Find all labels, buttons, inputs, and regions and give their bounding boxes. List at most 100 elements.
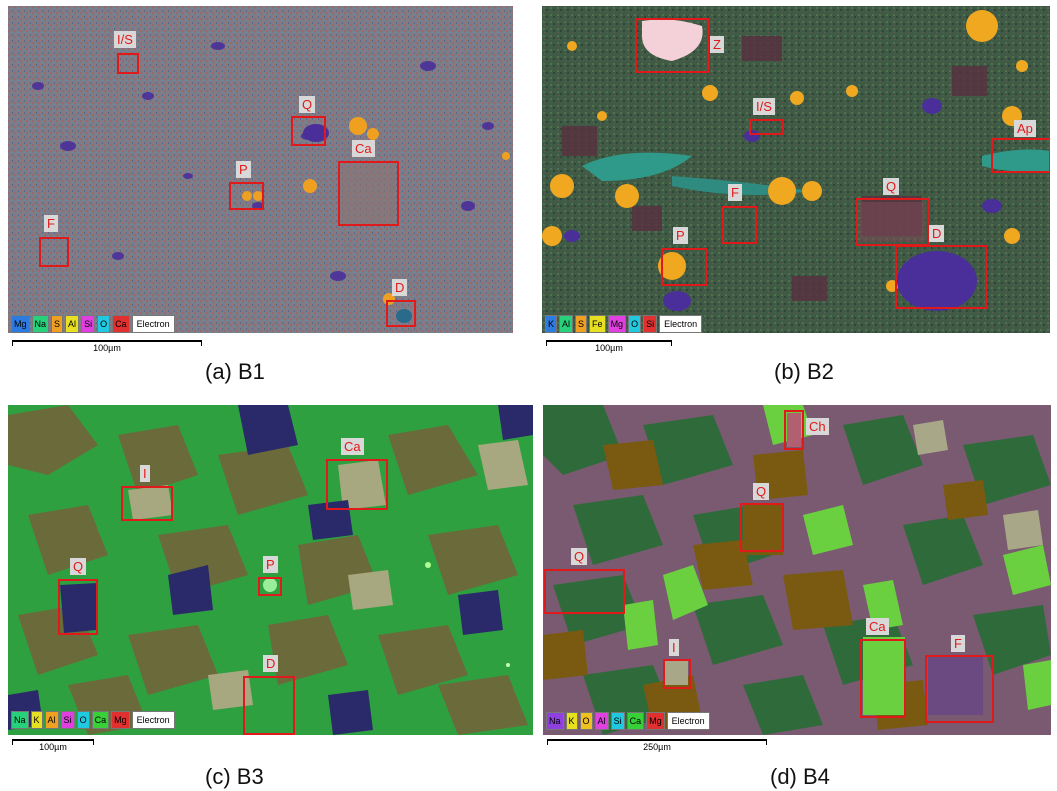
legend-k: K: [545, 315, 558, 333]
legend-o: O: [628, 315, 642, 333]
label-ca: Ca: [341, 438, 364, 455]
legend-si: Si: [610, 712, 625, 730]
region-box-ch: [784, 410, 804, 450]
element-legend: Na K Al Si O Ca Mg Electron: [11, 711, 175, 729]
legend-mg: Mg: [607, 315, 627, 333]
scale-bar-b1: 100µm: [12, 340, 202, 353]
region-box-f: [39, 237, 69, 267]
label-d: D: [392, 279, 408, 296]
label-q: Q: [70, 558, 87, 575]
label-is: I/S: [114, 31, 136, 48]
region-box-p: [229, 182, 264, 210]
region-box-q-left: [544, 569, 625, 614]
legend-na: Na: [11, 711, 29, 729]
element-legend: K Al S Fe Mg O Si Electron: [545, 315, 703, 333]
panel-b3-map: Ca I P Q D Na K Al Si O Ca Mg Electron: [8, 405, 533, 735]
label-ca: Ca: [866, 618, 889, 635]
label-ca: Ca: [352, 140, 375, 157]
region-box-p: [258, 577, 282, 596]
legend-na: Na: [31, 315, 50, 333]
legend-ca: Ca: [91, 711, 110, 729]
label-f: F: [951, 635, 965, 652]
legend-k: K: [30, 711, 43, 729]
region-box-f: [925, 655, 994, 723]
label-p: P: [263, 556, 278, 573]
label-i: I: [140, 465, 150, 482]
scale-bar-label: 100µm: [93, 343, 121, 353]
legend-o: O: [579, 712, 593, 730]
label-q: Q: [299, 96, 316, 113]
legend-o: O: [76, 711, 90, 729]
legend-si: Si: [81, 315, 96, 333]
region-box-ap: [991, 138, 1050, 173]
region-box-p: [661, 248, 707, 286]
label-p: P: [673, 227, 688, 244]
legend-electron: Electron: [666, 712, 710, 730]
region-box-q: [58, 579, 98, 635]
legend-electron: Electron: [131, 315, 175, 333]
label-is: I/S: [753, 98, 775, 115]
b1-eds-map-image: [8, 6, 513, 333]
label-ch: Ch: [806, 418, 829, 435]
label-z: Z: [710, 36, 724, 53]
panel-b4-map: Ch Q Q I Ca F Na K O Al Si Ca Mg Electro…: [543, 405, 1051, 735]
scale-bar-label: 250µm: [643, 742, 671, 752]
legend-mg: Mg: [111, 711, 130, 729]
region-box-q-upper: [740, 503, 784, 552]
scale-bar-b4: 250µm: [547, 739, 767, 752]
legend-fe: Fe: [589, 315, 606, 333]
label-f: F: [728, 184, 742, 201]
caption-b2: (b) B2: [774, 359, 834, 384]
element-legend: Na K O Al Si Ca Mg Electron: [546, 712, 710, 730]
scale-bar-b2: 100µm: [546, 340, 672, 353]
caption-b4: (d) B4: [770, 764, 830, 789]
region-box-ca: [860, 639, 906, 718]
region-box-ca: [338, 161, 399, 226]
b2-eds-map-image: [542, 6, 1050, 333]
legend-ca: Ca: [112, 315, 130, 333]
region-box-d: [895, 245, 987, 309]
legend-al: Al: [44, 711, 59, 729]
region-box-z: [635, 18, 709, 73]
label-p: P: [236, 161, 251, 178]
region-box-ca: [326, 459, 388, 510]
legend-s: S: [51, 315, 64, 333]
legend-electron: Electron: [659, 315, 703, 333]
legend-mg: Mg: [646, 712, 665, 730]
label-f: F: [44, 215, 58, 232]
region-box-i: [121, 486, 173, 521]
label-q-left: Q: [571, 548, 588, 565]
legend-al: Al: [594, 712, 609, 730]
legend-ca: Ca: [626, 712, 645, 730]
legend-mg: Mg: [11, 315, 30, 333]
b4-eds-map-image: [543, 405, 1051, 735]
panel-b2-map: Z I/S Ap F Q D P K Al S Fe Mg O Si Elect…: [542, 6, 1050, 333]
label-ap: Ap: [1014, 120, 1036, 137]
scale-bar-b3: 100µm: [12, 739, 94, 752]
region-box-q: [856, 198, 930, 246]
label-i: I: [669, 639, 679, 656]
region-box-is: [117, 53, 139, 74]
legend-si: Si: [60, 711, 75, 729]
label-d: D: [929, 225, 945, 242]
region-box-d: [243, 676, 295, 735]
caption-b3: (c) B3: [205, 764, 264, 789]
legend-s: S: [575, 315, 588, 333]
legend-al: Al: [65, 315, 80, 333]
region-box-q: [291, 116, 326, 146]
region-box-f: [722, 206, 757, 244]
legend-o: O: [97, 315, 111, 333]
scale-bar-label: 100µm: [595, 343, 623, 353]
legend-al: Al: [559, 315, 574, 333]
label-d: D: [263, 655, 279, 672]
scale-bar-label: 100µm: [39, 742, 67, 752]
panel-b1-map: I/S Q Ca P F D Mg Na S Al Si O Ca Electr…: [8, 6, 513, 333]
region-box-is: [749, 119, 784, 135]
legend-si: Si: [643, 315, 658, 333]
legend-na: Na: [546, 712, 564, 730]
region-box-i: [663, 659, 691, 689]
label-q: Q: [883, 178, 900, 195]
caption-b1: (a) B1: [205, 359, 265, 384]
label-q-upper: Q: [753, 483, 770, 500]
element-legend: Mg Na S Al Si O Ca Electron: [11, 315, 175, 333]
